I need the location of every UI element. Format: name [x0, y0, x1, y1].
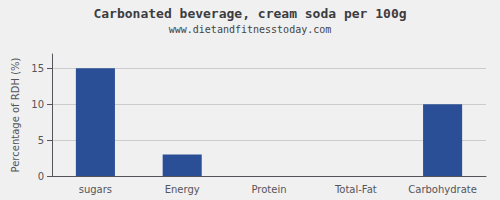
svg-text:www.dietandfitnesstoday.com: www.dietandfitnesstoday.com: [169, 24, 332, 35]
svg-text:10: 10: [31, 99, 44, 110]
svg-text:Total-Fat: Total-Fat: [334, 184, 377, 195]
svg-text:0: 0: [38, 171, 44, 182]
svg-text:sugars: sugars: [79, 184, 112, 195]
svg-text:Protein: Protein: [251, 184, 286, 195]
svg-text:Energy: Energy: [165, 184, 200, 195]
svg-text:Percentage of RDH (%): Percentage of RDH (%): [10, 57, 21, 172]
svg-text:15: 15: [31, 63, 44, 74]
svg-text:Carbonated beverage, cream sod: Carbonated beverage, cream soda per 100g: [93, 6, 406, 21]
svg-text:5: 5: [38, 135, 44, 146]
svg-text:Carbohydrate: Carbohydrate: [408, 184, 477, 195]
